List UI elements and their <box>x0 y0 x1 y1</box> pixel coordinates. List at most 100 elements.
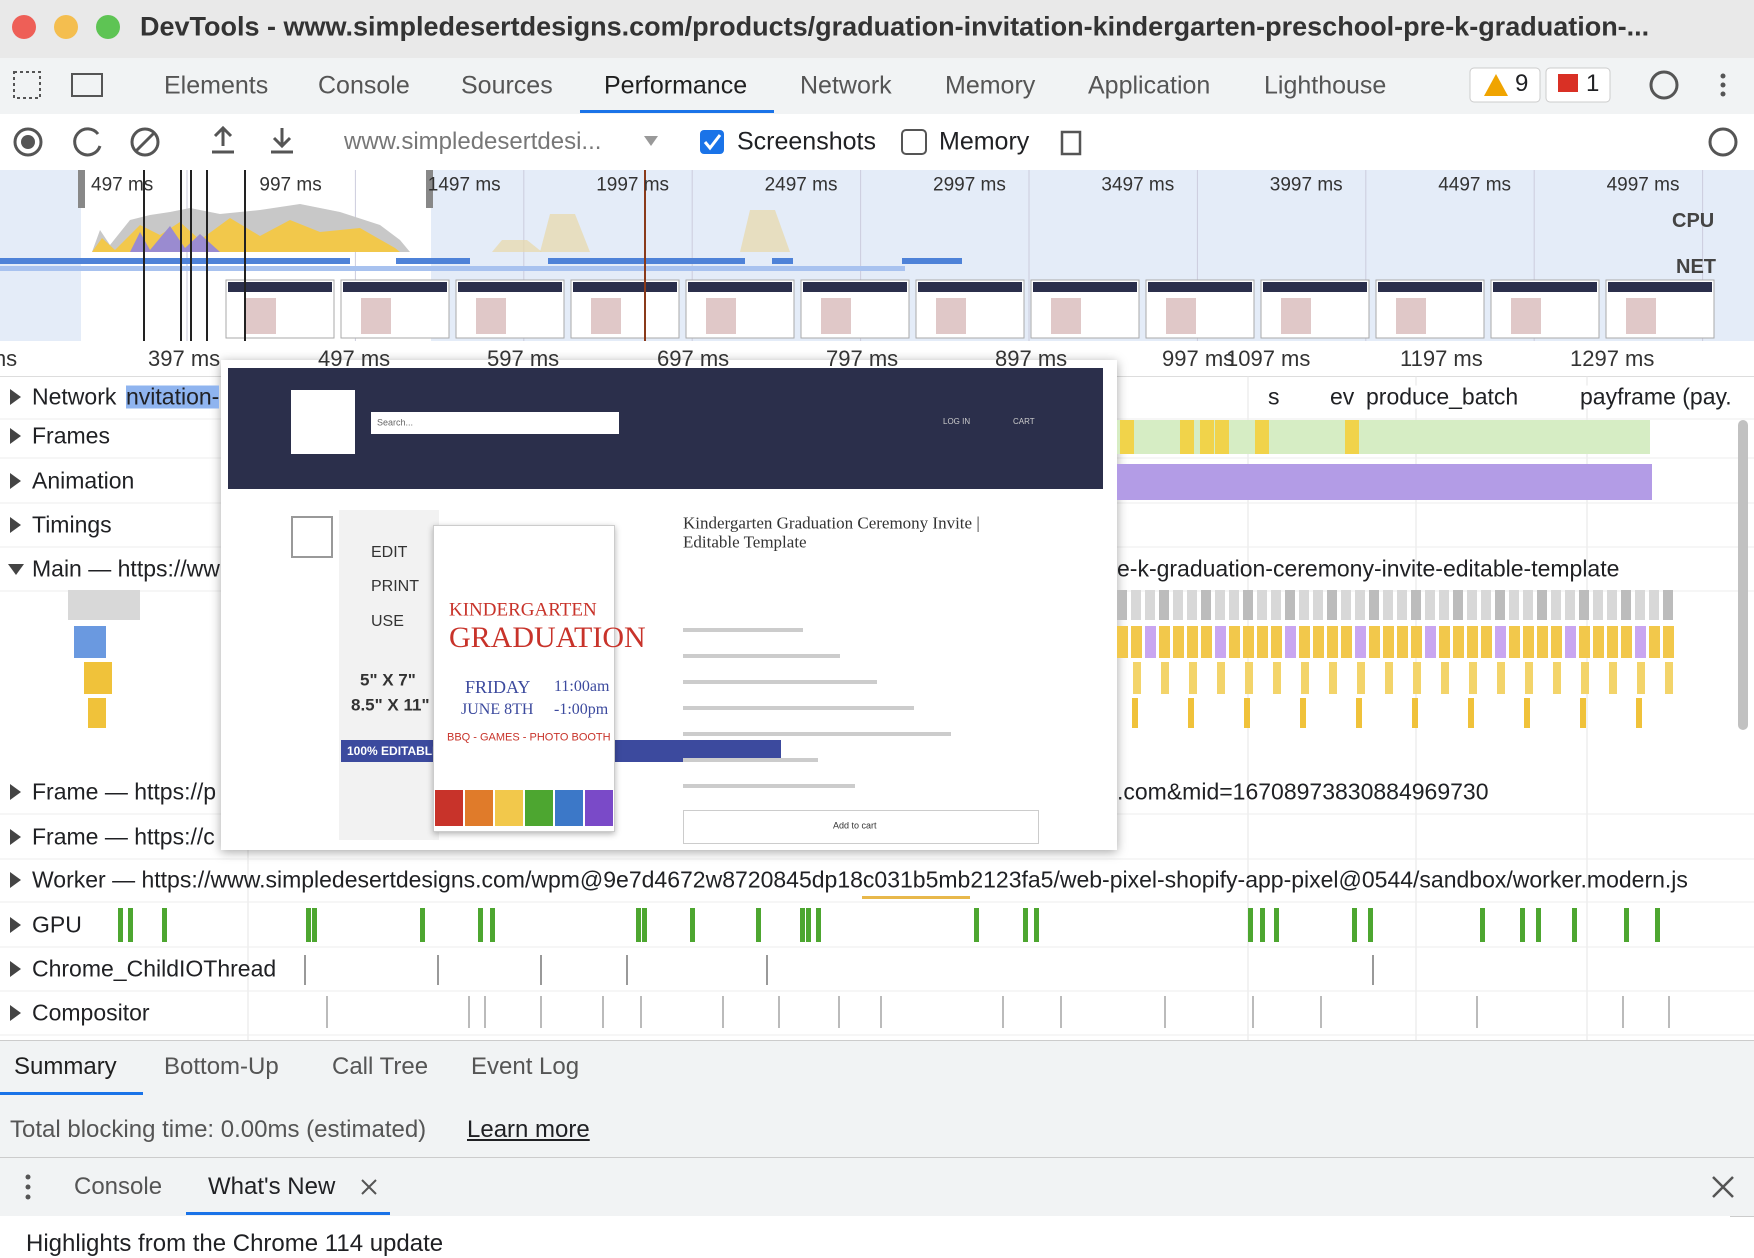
window-handle-left <box>78 170 85 208</box>
frame-track[interactable]: Frame — https://c <box>32 823 215 850</box>
details-tab[interactable]: Bottom-Up <box>164 1053 279 1080</box>
animation-track[interactable]: Animation <box>32 467 135 494</box>
flame-block <box>1609 662 1617 694</box>
product-detail-line <box>683 628 803 632</box>
frame-dropped <box>1180 420 1194 454</box>
compositor-event <box>640 996 642 1028</box>
flame-block <box>1411 626 1422 658</box>
add-to-cart-label[interactable]: Add to cart <box>833 820 877 831</box>
warning-count[interactable]: 9 <box>1515 70 1529 97</box>
gpu-track[interactable]: GPU <box>32 911 82 938</box>
details-tab[interactable]: Event Log <box>471 1053 580 1080</box>
panel-tab[interactable]: Sources <box>461 71 553 100</box>
page-topbar <box>228 368 1103 380</box>
flame-block <box>1453 590 1463 620</box>
gpu-event <box>1520 908 1525 942</box>
flame-block <box>1441 662 1449 694</box>
memory-label[interactable]: Memory <box>939 127 1030 156</box>
flame-block <box>1649 590 1659 620</box>
drawer-close <box>1712 1176 1734 1198</box>
panel-tab[interactable]: Application <box>1088 71 1211 100</box>
flame-block <box>1159 626 1170 658</box>
flame-block <box>1481 626 1492 658</box>
panel-tab[interactable]: Console <box>318 71 410 100</box>
expand-arrow <box>10 473 21 489</box>
expand-arrow <box>10 389 21 405</box>
download-button <box>271 128 293 154</box>
promo-panel <box>339 510 439 840</box>
panel-tab[interactable]: Network <box>800 71 892 100</box>
details-tab[interactable]: Summary <box>14 1053 117 1080</box>
flame-block <box>1257 626 1268 658</box>
expand-arrow <box>10 872 21 888</box>
flame-block <box>1245 662 1253 694</box>
recording-select[interactable]: www.simpledesertdesi... <box>344 128 602 155</box>
details-tab[interactable]: Call Tree <box>332 1053 429 1080</box>
page-header <box>228 380 1103 489</box>
gpu-event <box>1368 908 1373 942</box>
drawer-tab[interactable]: Console <box>74 1173 163 1200</box>
flame-block <box>1439 590 1449 620</box>
promo-text: EDIT <box>371 544 408 561</box>
flame-block <box>1621 626 1632 658</box>
worker-track[interactable]: Worker — https://www.simpledesertdesigns… <box>32 866 1688 893</box>
error-icon <box>1558 74 1578 92</box>
ruler-tick-label: 897 ms <box>995 346 1068 371</box>
learn-more-link[interactable]: Learn more <box>467 1116 590 1143</box>
gpu-event <box>636 908 641 942</box>
drawer-menu-dot <box>25 1184 31 1190</box>
gpu-event <box>816 908 821 942</box>
crayon <box>585 790 613 826</box>
io-event <box>540 955 542 985</box>
timings-track[interactable]: Timings <box>32 511 112 538</box>
net-label: NET <box>1676 256 1716 278</box>
settings-icon <box>1649 70 1679 100</box>
cart-link: CART <box>1013 417 1035 426</box>
flame-block <box>88 698 106 728</box>
network-track[interactable]: Network <box>32 383 117 410</box>
io-track[interactable]: Chrome_ChildIOThread <box>32 955 277 982</box>
frame-dropped <box>1215 420 1229 454</box>
error-count[interactable]: 1 <box>1586 70 1600 97</box>
panel-tab[interactable]: Memory <box>945 71 1036 100</box>
flame-block <box>1481 590 1491 620</box>
panel-tab[interactable]: Elements <box>164 71 269 100</box>
gpu-event <box>306 908 311 942</box>
overview-tick-label: 497 ms <box>91 174 154 196</box>
main-track-tail: e-k-graduation-ceremony-invite-editable-… <box>1117 555 1620 582</box>
flame-block <box>1244 698 1250 728</box>
panel-tab[interactable]: Lighthouse <box>1264 71 1387 100</box>
gpu-event <box>478 908 483 942</box>
gpu-event <box>1352 908 1357 942</box>
frames-track[interactable]: Frames <box>32 422 110 449</box>
compositor-event <box>1164 996 1166 1028</box>
flame-block <box>1524 698 1530 728</box>
gpu-event <box>1572 908 1577 942</box>
screenshots-label[interactable]: Screenshots <box>737 127 876 156</box>
compositor-event <box>1320 996 1322 1028</box>
search-box <box>371 412 619 434</box>
flame-block <box>1495 626 1506 658</box>
add-to-cart-button <box>683 810 1039 844</box>
net-bar-light <box>0 266 905 271</box>
window-handle-right <box>426 170 433 208</box>
main-track[interactable]: Main — https://ww <box>32 555 220 582</box>
window-button <box>54 15 78 39</box>
panel-tab[interactable]: Performance <box>604 71 748 100</box>
flame-block <box>1579 626 1590 658</box>
screenshot-thumb-body <box>1626 298 1656 334</box>
net-bar <box>902 258 962 264</box>
frame-track[interactable]: Frame — https://p <box>32 778 217 805</box>
record-button <box>13 127 43 157</box>
overview-tick-label: 2997 ms <box>933 174 1006 196</box>
compositor-track[interactable]: Compositor <box>32 999 150 1026</box>
drawer-tab[interactable]: What's New <box>208 1173 336 1200</box>
animation-bar <box>1117 464 1652 500</box>
screenshot-thumb-body <box>1396 298 1426 334</box>
frame-track-tail: .com&mid=16708973830884969730 <box>1117 778 1489 805</box>
drawer-bar <box>0 1157 1754 1217</box>
tab-close <box>361 1179 377 1195</box>
flame-block <box>1537 626 1548 658</box>
flame-block <box>1299 590 1309 620</box>
flame-block <box>1663 626 1674 658</box>
